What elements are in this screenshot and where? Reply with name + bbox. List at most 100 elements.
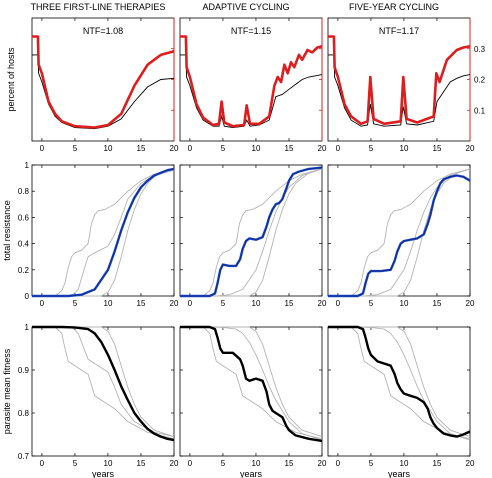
axes-frame-r1-c1 (31, 17, 175, 142)
x-tick-label: 5 (369, 144, 374, 153)
x-tick-label: 0 (336, 459, 341, 468)
column-title-1: THREE FIRST-LINE THERAPIES (31, 2, 166, 12)
y-tick-label: 0.7 (18, 452, 30, 461)
x-tick-label: 20 (466, 459, 475, 468)
y-axis-label: total resistance (2, 200, 12, 261)
x-tick-label: 0 (336, 299, 341, 308)
series-line-grey-1 (32, 168, 175, 297)
series-line-grey-1 (32, 326, 175, 440)
series-line-grey-3 (32, 326, 175, 438)
axes-frame-r2-c1 (31, 164, 175, 297)
series-line-grey-3 (180, 168, 323, 297)
y-tick-label: 1 (25, 323, 30, 332)
x-tick-label: 15 (285, 144, 294, 153)
x-tick-label: 10 (400, 299, 409, 308)
series-line-main-outline (328, 175, 471, 297)
series-line-grey-3 (328, 168, 471, 297)
x-tick-label: 5 (221, 459, 226, 468)
series-line-grey-2 (328, 326, 471, 441)
x-tick-label: 20 (466, 144, 475, 153)
series-line-main (328, 325, 471, 438)
series-line-grey-3 (180, 326, 323, 438)
right-axis-tick-label: 0.3 (474, 45, 486, 54)
series-line-grey-2 (180, 168, 323, 297)
y-axis-label: parasite mean fitness (2, 348, 12, 434)
x-tick-label: 0 (40, 299, 45, 308)
series-line-grey-1 (180, 168, 323, 297)
series-line-grey-1 (328, 168, 471, 297)
x-tick-label: 10 (252, 144, 261, 153)
series-line-main-outline (180, 167, 323, 297)
x-tick-label: 20 (170, 144, 179, 153)
x-tick-label: 15 (433, 299, 442, 308)
series-line-red (32, 35, 175, 129)
ntf-label: NTF=1.15 (231, 26, 271, 36)
series-line-main (32, 325, 175, 442)
x-tick-label: 5 (369, 299, 374, 308)
y-tick-label: 0 (25, 292, 30, 301)
axes-frame-r3-c3 (327, 326, 471, 457)
ntf-label: NTF=1.08 (83, 26, 123, 36)
axes-frame-r3-c1 (31, 326, 175, 457)
x-tick-label: 10 (400, 144, 409, 153)
series-line-grey-2 (32, 169, 175, 297)
right-axis-tick-label: 0.2 (474, 76, 486, 85)
x-tick-label: 15 (285, 459, 294, 468)
column-title-2: ADAPTIVE CYCLING (202, 2, 289, 12)
series-line-main (180, 325, 323, 443)
y-tick-label: 0.2 (18, 266, 30, 275)
y-tick-label: 0.9 (18, 366, 30, 375)
x-tick-label: 5 (73, 459, 78, 468)
y-axis-label: percent of hosts (6, 47, 16, 112)
x-tick-label: 10 (104, 299, 113, 308)
x-tick-label: 5 (369, 459, 374, 468)
x-axis-label: years (92, 469, 115, 478)
series-line-red (328, 35, 471, 126)
x-tick-label: 20 (170, 459, 179, 468)
axes-frame-r2-c2 (179, 164, 323, 297)
ntf-label: NTF=1.17 (379, 26, 419, 36)
x-tick-label: 10 (104, 459, 113, 468)
x-axis-label: years (240, 469, 263, 478)
x-tick-label: 10 (252, 459, 261, 468)
x-tick-label: 0 (188, 144, 193, 153)
right-axis-tick-label: 0.1 (474, 106, 486, 115)
series-line-black (32, 54, 175, 130)
x-tick-label: 15 (285, 299, 294, 308)
series-line-grey-2 (328, 168, 471, 297)
y-tick-label: 1 (25, 161, 30, 170)
axes-frame-r2-c3 (327, 164, 471, 297)
column-title-3: FIVE-YEAR CYCLING (349, 2, 439, 12)
x-tick-label: 15 (433, 459, 442, 468)
x-tick-label: 0 (40, 459, 45, 468)
x-tick-label: 10 (400, 459, 409, 468)
x-tick-label: 15 (433, 144, 442, 153)
x-tick-label: 15 (137, 299, 146, 308)
y-tick-label: 0.4 (18, 240, 30, 249)
x-tick-label: 20 (466, 299, 475, 308)
x-tick-label: 5 (73, 144, 78, 153)
x-tick-label: 15 (137, 144, 146, 153)
x-tick-label: 20 (318, 144, 327, 153)
y-tick-label: 0.8 (18, 409, 30, 418)
series-line-grey-1 (180, 326, 323, 440)
series-line-red (180, 35, 323, 128)
x-tick-label: 20 (318, 459, 327, 468)
series-line-grey-1 (328, 326, 471, 440)
x-tick-label: 0 (188, 299, 193, 308)
x-tick-label: 20 (318, 299, 327, 308)
x-tick-label: 5 (73, 299, 78, 308)
x-tick-label: 15 (137, 459, 146, 468)
x-tick-label: 0 (336, 144, 341, 153)
x-tick-label: 0 (188, 459, 193, 468)
series-line-grey-2 (32, 326, 175, 438)
x-tick-label: 5 (221, 299, 226, 308)
x-tick-label: 5 (221, 144, 226, 153)
y-tick-label: 0.8 (18, 187, 30, 196)
x-tick-label: 20 (170, 299, 179, 308)
axes-frame-r3-c2 (179, 326, 323, 457)
series-line-main-outline (32, 168, 175, 297)
series-line-black (328, 54, 471, 127)
